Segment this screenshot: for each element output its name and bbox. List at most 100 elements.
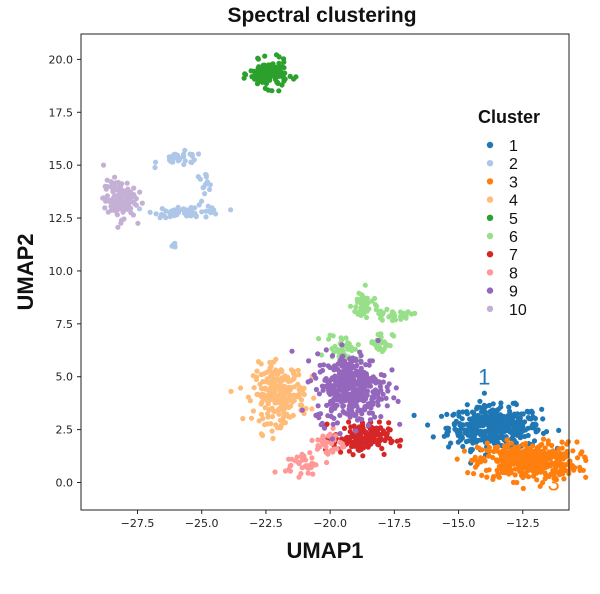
data-point xyxy=(173,207,179,213)
data-point xyxy=(299,465,305,471)
data-point xyxy=(534,477,540,483)
data-point xyxy=(521,448,527,454)
data-point xyxy=(260,379,266,385)
data-point xyxy=(540,416,546,422)
data-point xyxy=(348,424,354,430)
data-point xyxy=(488,423,494,429)
data-point xyxy=(282,395,288,401)
data-point xyxy=(540,453,546,459)
data-point xyxy=(472,464,479,470)
data-point xyxy=(213,211,219,217)
data-point xyxy=(500,460,506,467)
data-point xyxy=(364,442,370,448)
data-point xyxy=(356,447,362,453)
data-point xyxy=(299,407,305,413)
data-point xyxy=(135,220,141,226)
data-point xyxy=(285,374,291,380)
data-point xyxy=(182,158,188,164)
data-point xyxy=(313,386,319,393)
legend-marker xyxy=(486,178,494,185)
data-point xyxy=(261,62,267,68)
data-point xyxy=(117,188,123,194)
data-point xyxy=(483,409,489,415)
data-point xyxy=(474,444,480,450)
data-point xyxy=(347,400,353,406)
data-point xyxy=(306,358,312,364)
data-point xyxy=(315,351,321,357)
data-point xyxy=(540,436,547,442)
data-point xyxy=(301,385,307,391)
data-point xyxy=(529,423,535,429)
data-point xyxy=(374,428,381,434)
data-point xyxy=(152,164,158,171)
data-point xyxy=(508,440,514,446)
legend-entry-label: 8 xyxy=(509,265,518,282)
data-point xyxy=(495,440,501,446)
legend-marker xyxy=(486,251,494,258)
data-point xyxy=(360,440,366,446)
data-point xyxy=(137,189,143,195)
x-tick-label: −27.5 xyxy=(121,517,155,530)
data-point xyxy=(120,206,126,212)
data-point xyxy=(262,53,268,59)
data-point xyxy=(491,448,497,455)
data-point xyxy=(579,449,585,455)
data-point xyxy=(337,440,343,446)
data-point xyxy=(477,398,483,404)
data-point xyxy=(481,402,487,408)
data-point xyxy=(339,382,346,388)
data-point xyxy=(532,415,539,422)
data-point xyxy=(286,456,292,462)
data-point xyxy=(108,179,114,185)
data-point xyxy=(391,333,397,339)
data-point xyxy=(333,391,339,398)
data-point xyxy=(365,432,371,438)
data-point xyxy=(296,394,302,400)
data-point xyxy=(375,337,381,344)
data-point xyxy=(552,453,558,459)
data-point xyxy=(444,411,450,417)
data-point xyxy=(105,209,111,215)
data-point xyxy=(471,424,477,431)
data-point xyxy=(490,454,496,461)
data-point xyxy=(560,465,566,471)
data-point xyxy=(238,385,244,391)
data-point xyxy=(378,425,384,431)
data-point xyxy=(255,65,261,71)
x-tick-label: −20.0 xyxy=(313,517,347,530)
series-9 xyxy=(289,337,403,442)
data-point xyxy=(337,412,343,418)
data-point xyxy=(499,423,505,429)
data-point xyxy=(474,406,480,412)
data-point xyxy=(500,467,506,473)
data-point xyxy=(534,455,540,461)
data-point xyxy=(115,224,121,230)
data-point xyxy=(376,419,382,425)
data-point xyxy=(470,435,476,441)
data-point xyxy=(260,432,266,439)
data-point xyxy=(112,174,118,180)
data-point xyxy=(228,207,234,213)
data-point xyxy=(380,310,386,316)
data-point xyxy=(284,385,290,391)
data-point xyxy=(124,180,130,186)
data-point xyxy=(542,460,549,466)
data-point xyxy=(276,73,282,79)
data-point xyxy=(335,366,341,372)
data-point xyxy=(327,332,333,338)
data-point xyxy=(487,448,493,454)
data-point xyxy=(372,414,378,420)
data-point xyxy=(369,358,375,364)
data-point xyxy=(520,441,526,448)
data-point xyxy=(411,412,417,418)
data-point xyxy=(539,465,546,471)
data-point xyxy=(557,460,563,466)
data-point xyxy=(102,205,108,211)
data-point xyxy=(273,356,279,362)
y-tick-label: 5.0 xyxy=(56,371,74,384)
data-point xyxy=(147,209,153,215)
data-point xyxy=(254,368,260,374)
data-point xyxy=(228,388,234,394)
data-point xyxy=(171,152,177,158)
y-axis: 0.0 2.5 5.0 7.5 10.0 12.5 15.0 17.5 20.0 xyxy=(49,53,81,489)
